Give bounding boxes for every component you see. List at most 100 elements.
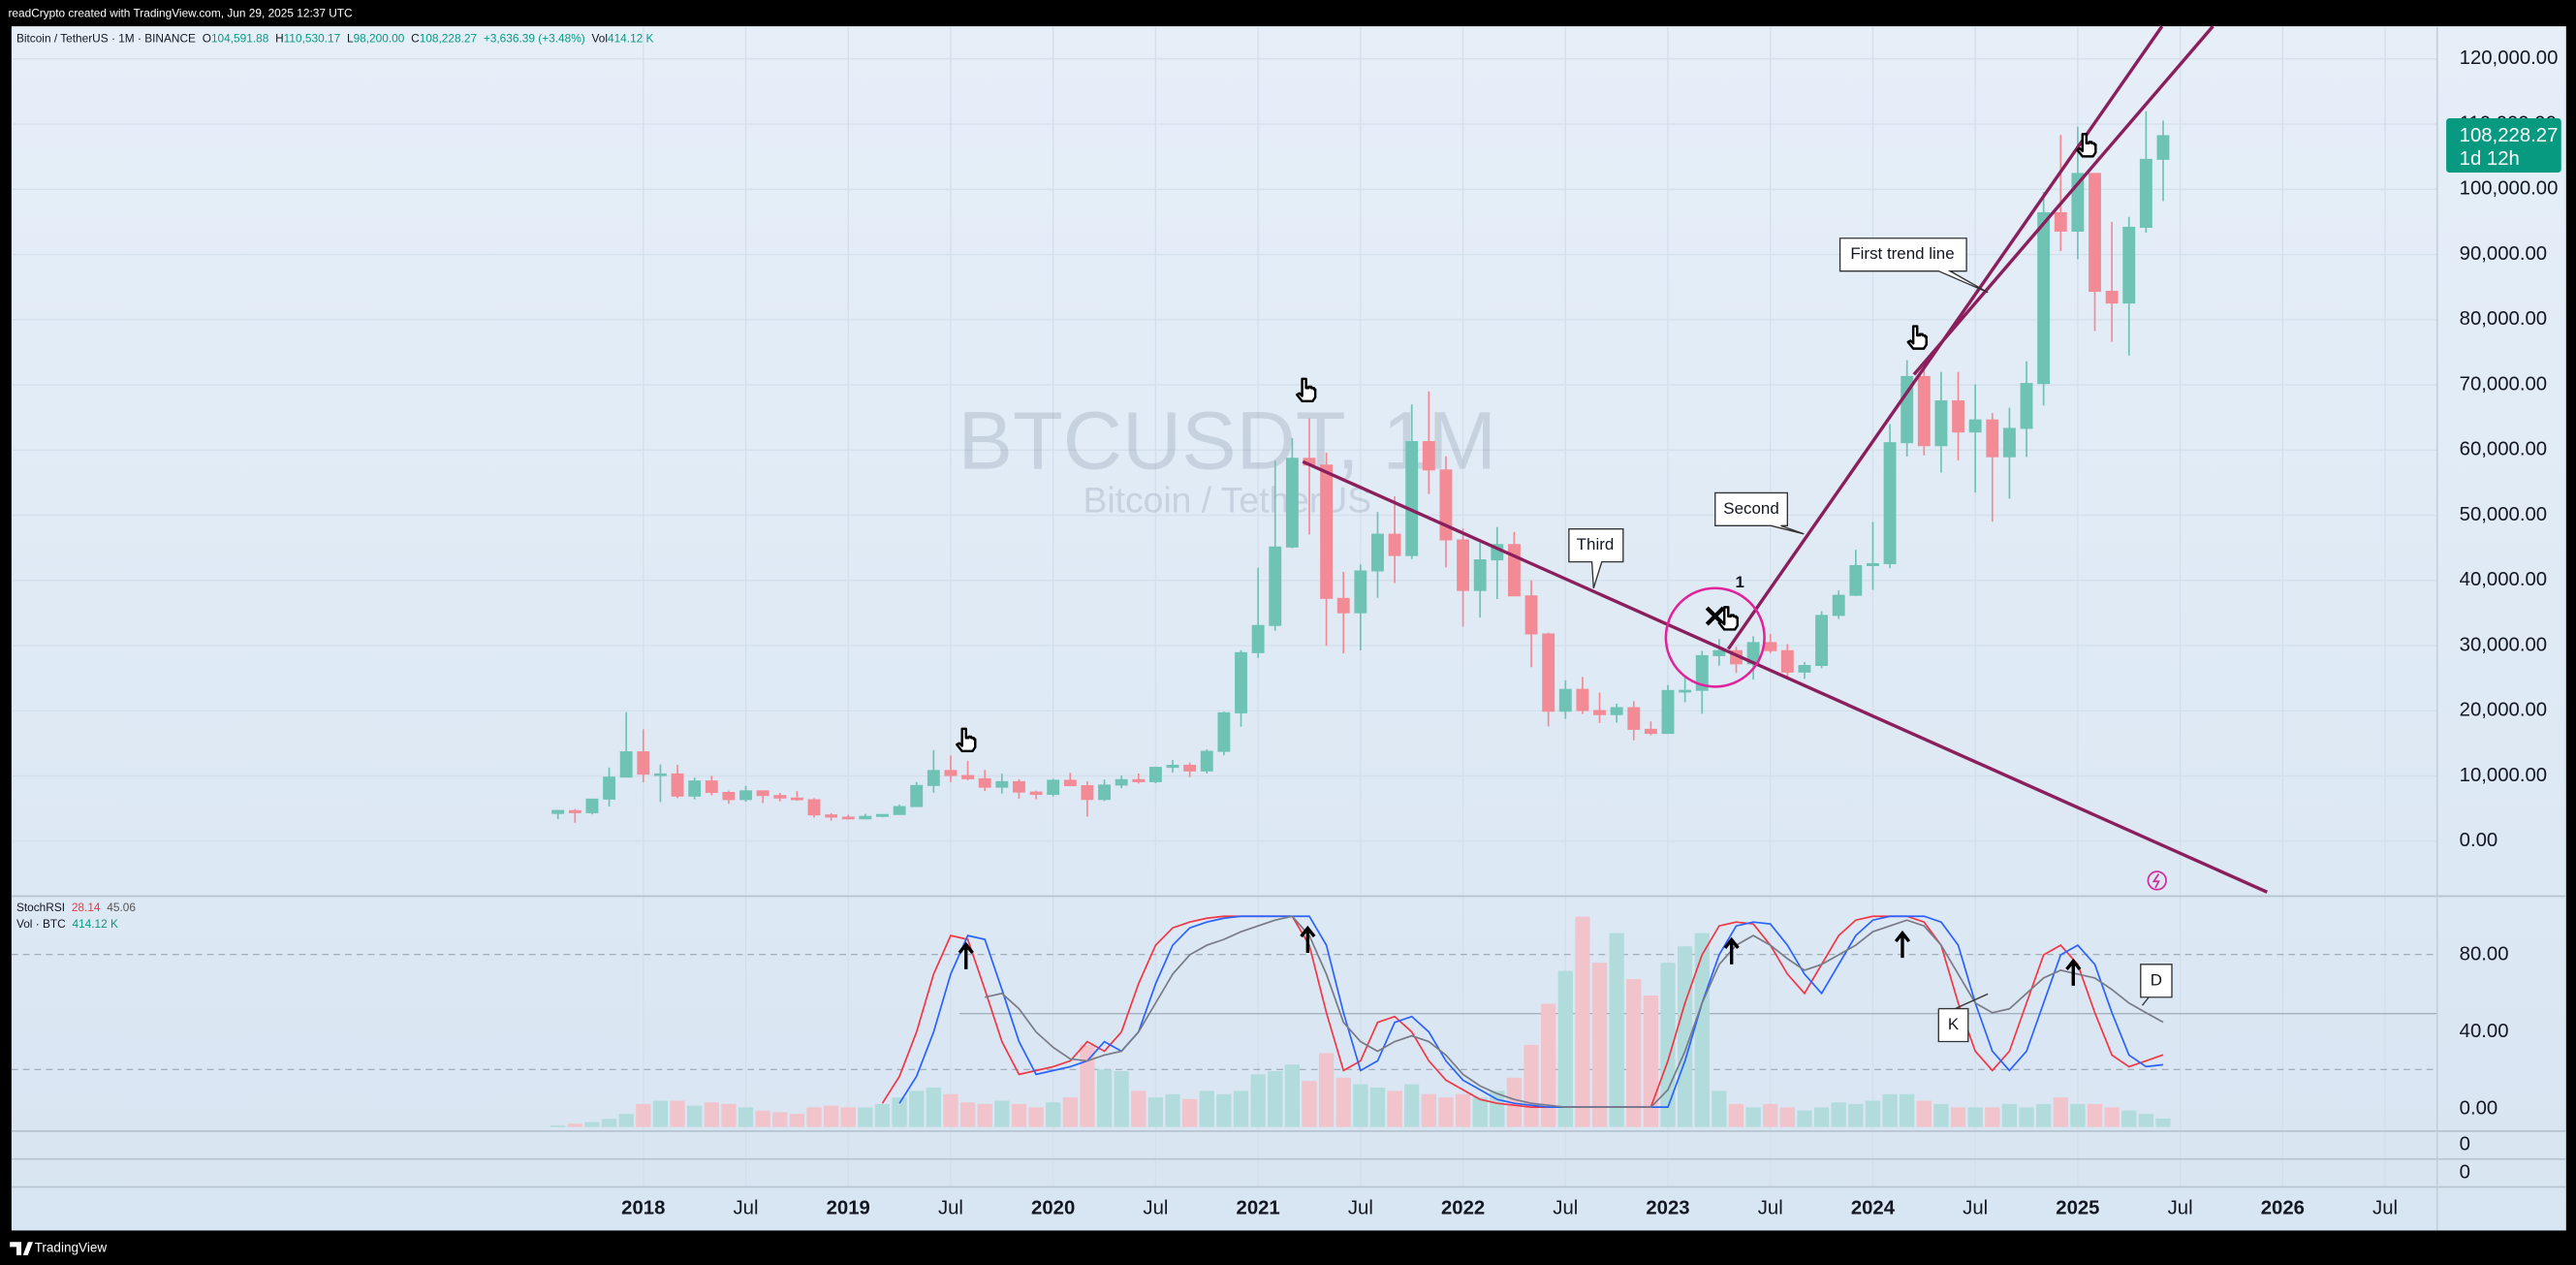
volume-bar: [1046, 1102, 1061, 1127]
candle-body: [2071, 173, 2085, 232]
up-arrow: [1894, 930, 1911, 959]
volume-bar: [1660, 963, 1676, 1127]
price-legend: Bitcoin / TetherUS · 1M · BINANCE O104,59…: [16, 32, 654, 46]
volume-bar: [943, 1093, 958, 1127]
candle-body: [1695, 654, 1709, 691]
y-tick-label: 50,000.00: [2460, 504, 2547, 525]
volume-bar: [1455, 1093, 1471, 1127]
volume-bar: [789, 1114, 805, 1127]
volume-bar: [721, 1103, 737, 1127]
volume-bar: [670, 1100, 685, 1127]
candle-body: [568, 809, 581, 813]
candle-body: [1661, 689, 1675, 735]
candle-body: [893, 806, 906, 815]
y-tick-label: 40.00: [2460, 1021, 2509, 1042]
volume-bar: [1062, 1097, 1078, 1127]
x-tick-label: 2022: [1441, 1198, 1485, 1219]
volume-bar: [1387, 1091, 1402, 1127]
candle-body: [1063, 779, 1077, 787]
candle-body: [1405, 441, 1419, 556]
legend-title: StochRSI: [16, 901, 65, 914]
volume-bar: [1011, 1103, 1027, 1127]
candle-body: [1269, 546, 1282, 626]
volume-bar: [1557, 970, 1573, 1127]
candle-body: [1439, 469, 1453, 541]
volume-bar: [1745, 1107, 1761, 1127]
x-tick-label: 2018: [621, 1198, 665, 1219]
x-tick-label: Jul: [2168, 1198, 2193, 1219]
candle-body: [756, 790, 770, 797]
x-tick-label: Jul: [1758, 1198, 1783, 1219]
candle-body: [2156, 135, 2170, 160]
volume-bar: [755, 1110, 770, 1127]
volume-bar: [567, 1123, 582, 1127]
volume-bar: [2155, 1118, 2171, 1127]
x-tick-label: Jul: [2372, 1198, 2398, 1219]
x-tick-label: 2021: [1237, 1198, 1280, 1219]
candle-body: [1593, 710, 1606, 715]
volume-bar: [550, 1124, 566, 1127]
candle-body: [1576, 688, 1589, 712]
volume-bar: [636, 1103, 651, 1127]
volume-bar: [2036, 1103, 2052, 1127]
candle-body: [1336, 597, 1350, 614]
alert-icon: [2152, 873, 2160, 889]
volume-bar: [687, 1105, 703, 1127]
volume-bar: [2121, 1110, 2137, 1127]
volume-bar: [1643, 996, 1659, 1127]
volume-bar: [1916, 1100, 1932, 1127]
y-tick-label: 0.00: [2460, 1098, 2498, 1120]
volume-bar: [1694, 933, 1710, 1127]
last-price-box: [2446, 118, 2561, 173]
volume-bar: [601, 1119, 617, 1127]
legend-value: 98,200.00: [354, 32, 405, 46]
candle-body: [1457, 539, 1470, 591]
candle-body: [1132, 778, 1146, 782]
callout-box: [1937, 993, 1989, 1043]
volume-bar: [1199, 1091, 1214, 1127]
candle-body: [790, 797, 803, 801]
brand: TradingView: [35, 1241, 108, 1255]
candle-body: [1524, 595, 1538, 635]
legend-value: 45.06: [107, 901, 136, 914]
candle-body: [1320, 464, 1334, 599]
legend-value: 110,530.17: [284, 32, 340, 46]
candle-body: [1764, 642, 1777, 651]
candle-body: [603, 776, 616, 800]
y-tick-label: 90,000.00: [2460, 243, 2547, 265]
volume-bar: [1797, 1110, 1812, 1127]
volume-bar: [823, 1105, 839, 1127]
x-tick-label: Jul: [1963, 1198, 1988, 1219]
candle-body: [944, 770, 958, 776]
candle-body: [1473, 559, 1487, 591]
candle-body: [1285, 458, 1299, 548]
legend-key: L: [347, 32, 354, 46]
volume-bar: [1848, 1103, 1864, 1127]
volume-bar: [1575, 916, 1590, 1127]
candle-body: [1542, 633, 1555, 712]
volume-bar: [704, 1102, 719, 1127]
candle-body: [995, 780, 1009, 788]
legend-key: Vol: [591, 32, 608, 46]
callout: K: [1937, 993, 1989, 1043]
volume-bar: [1147, 1097, 1164, 1127]
legend-symbol: Bitcoin / TetherUS · 1M · BINANCE: [16, 32, 196, 46]
candle-body: [1013, 780, 1025, 793]
volume-bar: [2019, 1107, 2034, 1127]
volume-bar: [977, 1103, 992, 1127]
volume-bar: [652, 1100, 669, 1127]
pane-label: 0: [2460, 1134, 2470, 1155]
alert-icon: [2147, 870, 2167, 891]
volume-bars: [550, 916, 2171, 1127]
y-tick-label: 0.00: [2460, 830, 2498, 851]
candle-body: [2002, 427, 2016, 458]
y-tick-label: 60,000.00: [2460, 439, 2547, 460]
volume-bar: [858, 1107, 873, 1127]
x-tick-label: Jul: [1348, 1198, 1373, 1219]
candle-body: [1901, 375, 1914, 444]
volume-bar: [2138, 1114, 2153, 1127]
x-tick-label: Jul: [1553, 1198, 1578, 1219]
volume-bar: [1626, 979, 1642, 1127]
legend-value: 414.12 K: [608, 32, 654, 46]
